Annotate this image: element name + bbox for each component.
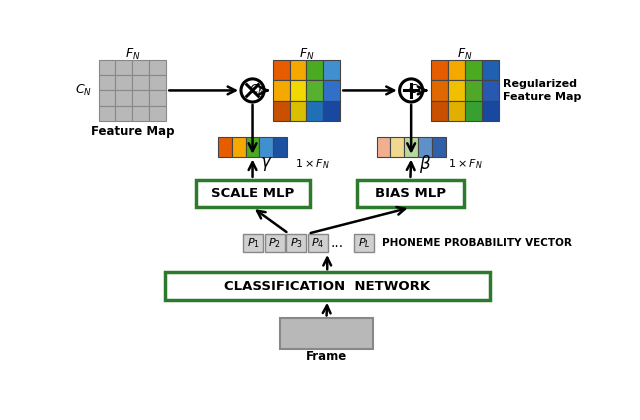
Text: ...: ... [331,236,344,250]
Bar [132,106,149,121]
Bar [99,106,115,121]
Bar [115,75,132,90]
Text: $P_3$: $P_3$ [290,236,303,250]
Text: $F_N$: $F_N$ [299,47,314,62]
Bar [218,136,232,157]
Text: Frame: Frame [306,350,347,363]
Bar [431,80,448,101]
Text: PHONEME PROBABILITY VECTOR: PHONEME PROBABILITY VECTOR [382,238,572,248]
Bar [357,180,463,207]
Bar [448,60,465,80]
Bar [465,80,482,101]
Text: $P_L$: $P_L$ [358,236,371,250]
Text: BIAS MLP: BIAS MLP [375,187,446,200]
Bar [307,101,323,121]
Bar [265,234,285,252]
Bar [390,136,404,157]
Text: $1\times F_N$: $1\times F_N$ [448,158,483,171]
Text: $P_1$: $P_1$ [247,236,260,250]
Bar [149,90,166,106]
Text: CLASSIFICATION  NETWORK: CLASSIFICATION NETWORK [224,280,430,292]
Bar [354,234,374,252]
Text: $C_N$: $C_N$ [250,83,266,98]
Text: $1\times F_N$: $1\times F_N$ [295,158,330,171]
Bar [149,75,166,90]
Bar [289,101,307,121]
Bar [196,180,310,207]
Text: SCALE MLP: SCALE MLP [211,187,294,200]
Bar [448,101,465,121]
Bar [308,234,328,252]
Text: $F_N$: $F_N$ [458,47,473,62]
Bar [404,136,418,157]
Bar [246,136,259,157]
Bar [307,60,323,80]
Bar [149,60,166,75]
Bar [448,80,465,101]
Text: $\gamma$: $\gamma$ [260,155,273,173]
Bar [431,101,448,121]
Bar [431,60,448,80]
Bar [132,90,149,106]
Bar [465,60,482,80]
Bar [465,101,482,121]
Text: $\beta$: $\beta$ [419,153,431,176]
Bar [323,80,340,101]
Bar [132,60,149,75]
Text: $C_N$: $C_N$ [76,83,92,98]
Text: $P_4$: $P_4$ [312,236,324,250]
Bar [243,234,263,252]
Bar [164,272,490,300]
Bar [149,106,166,121]
Bar [289,80,307,101]
Text: $P_2$: $P_2$ [268,236,282,250]
Text: $C_N$: $C_N$ [408,83,425,98]
Bar [99,75,115,90]
Bar [232,136,246,157]
Text: $F_N$: $F_N$ [125,47,140,62]
Bar [273,80,289,101]
Bar [482,101,499,121]
Bar [99,60,115,75]
Bar [418,136,432,157]
Text: Regularized: Regularized [503,79,577,89]
Bar [115,90,132,106]
Bar [289,60,307,80]
Bar [323,101,340,121]
Text: Feature Map: Feature Map [91,125,174,138]
Bar [482,60,499,80]
Bar [132,75,149,90]
Bar [287,234,307,252]
Bar [115,60,132,75]
Bar [259,136,273,157]
Bar [99,90,115,106]
Text: Feature Map: Feature Map [503,92,581,102]
Bar [323,60,340,80]
Bar [273,136,287,157]
Bar [482,80,499,101]
Bar [273,101,289,121]
Bar [273,60,289,80]
Bar [432,136,446,157]
Bar [115,106,132,121]
Bar [280,318,372,349]
Bar [307,80,323,101]
Bar [376,136,390,157]
